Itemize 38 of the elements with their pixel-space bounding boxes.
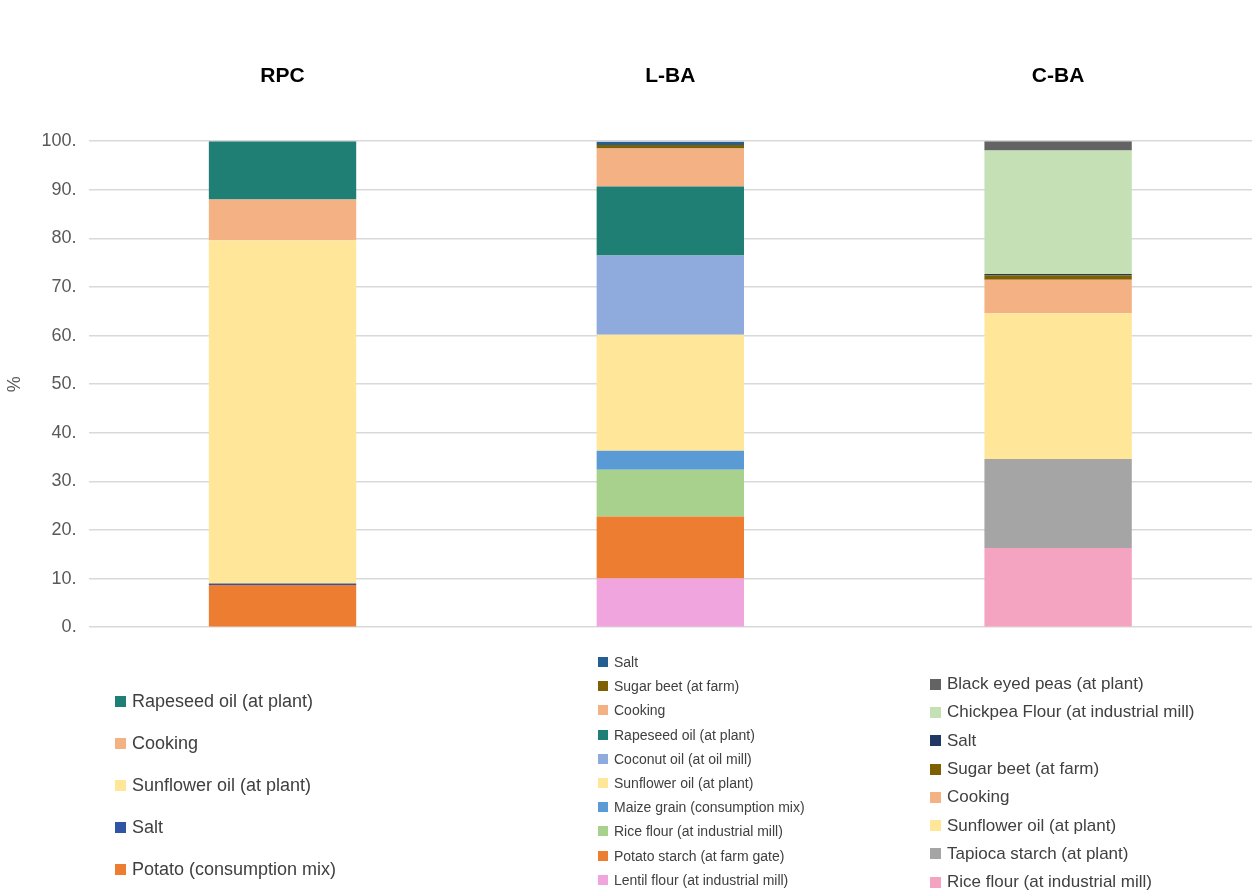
- legend-label: Sugar beet (at farm): [947, 759, 1100, 780]
- legend-label: Potato (consumption mix): [132, 858, 337, 880]
- legend-label: Sugar beet (at farm): [614, 678, 740, 695]
- y-tick-label: 90.: [51, 178, 77, 199]
- legend-label: Sunflower oil (at plant): [614, 775, 754, 792]
- legend-label: Sunflower oil (at plant): [132, 774, 312, 796]
- legend-label: Sunflower oil (at plant): [947, 815, 1117, 836]
- legend-label: Maize grain (consumption mix): [614, 799, 805, 816]
- y-tick-label: 70.: [51, 275, 77, 296]
- y-tick-label: 30.: [51, 470, 77, 491]
- y-tick-label: 0.: [61, 616, 77, 637]
- legend-label: Salt: [947, 730, 977, 751]
- legend-label: Rapeseed oil (at plant): [132, 690, 314, 712]
- y-tick-label: 10.: [51, 567, 77, 588]
- legend-label: Potato starch (at farm gate): [614, 847, 785, 864]
- legend-label: Cooking: [614, 702, 666, 719]
- legend-label: Salt: [132, 816, 164, 838]
- legend-label: Tapioca starch (at plant): [947, 843, 1129, 864]
- y-tick-label: 40.: [51, 421, 77, 442]
- y-axis-title: %: [3, 376, 24, 393]
- legend-label: Lentil flour (at industrial mill): [614, 871, 789, 888]
- y-tick-label: 80.: [51, 227, 77, 248]
- legend-label: Coconut oil (at oil mill): [614, 750, 752, 767]
- x-tick-label: L-BA: [645, 63, 696, 87]
- legend-label: Rapeseed oil (at plant): [614, 726, 755, 743]
- x-tick-label: RPC: [260, 63, 305, 87]
- y-tick-label: 20.: [51, 518, 77, 539]
- legend-label: Chickpea Flour (at industrial mill): [947, 702, 1195, 723]
- legend-label: Cooking: [947, 787, 1010, 808]
- legend-label: Cooking: [132, 732, 199, 754]
- x-tick-label: C-BA: [1031, 63, 1085, 87]
- legend-label: Rice flour (at industrial mill): [947, 872, 1152, 890]
- legend-label: Salt: [614, 654, 639, 671]
- y-tick-label: 100.: [41, 130, 77, 151]
- legend-label: Rice flour (at industrial mill): [614, 823, 783, 840]
- y-tick-label: 60.: [51, 324, 77, 345]
- legend-label: Black eyed peas (at plant): [947, 674, 1144, 695]
- y-tick-label: 50.: [51, 373, 77, 394]
